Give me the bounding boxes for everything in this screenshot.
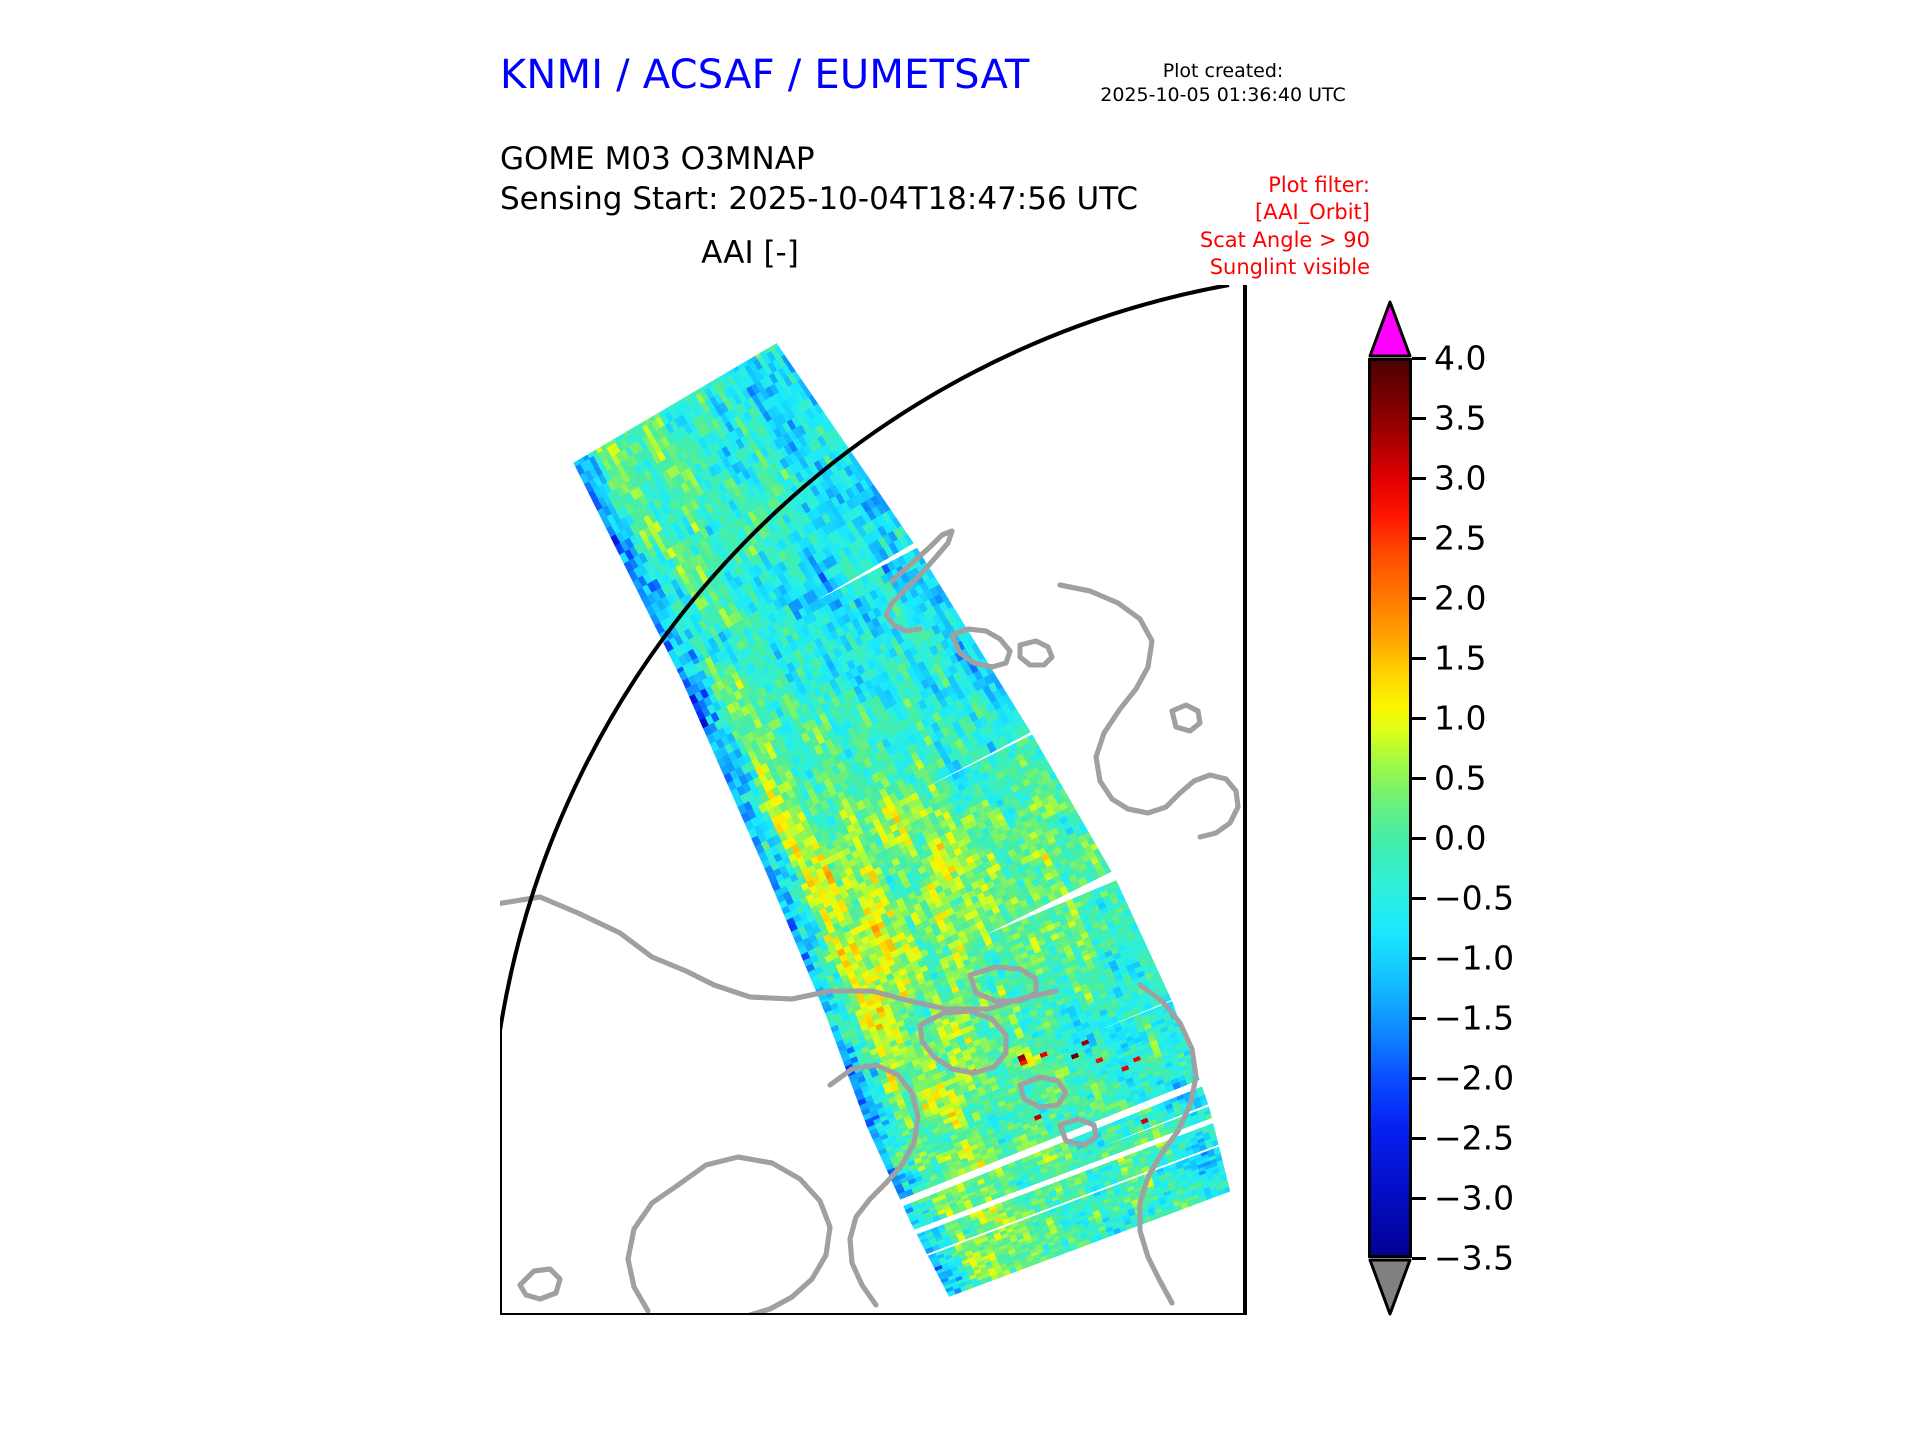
coastline-path [1169,702,1203,734]
coastline-path [1137,982,1199,1306]
plot-created-label: Plot created: [1162,60,1284,82]
coastline-path [625,1182,681,1314]
coastline-path [1057,582,1183,816]
colorbar-tick-mark [1412,656,1426,660]
sensing-start-title: Sensing Start: 2025-10-04T18:47:56 UTC [500,180,1138,217]
map-boundary [500,285,1247,1315]
coastline-path [747,1294,795,1315]
coastline-path [1017,1074,1069,1110]
plot-filter-sunglint: Sunglint visible [1209,254,1370,279]
colorbar-tick-label: 0.0 [1434,818,1487,858]
colorbar-tick-mark [1412,416,1426,420]
coastline-path [883,528,955,634]
coastline-path [675,1154,833,1300]
colorbar-tick-label: −0.5 [1434,878,1515,918]
colorbar-tick-mark [1412,356,1426,360]
colorbar-tick-mark [1412,836,1426,840]
colorbar-tick-mark [1412,536,1426,540]
instrument-title: GOME M03 O3MNAP [500,141,815,177]
colorbar-tick-label: 3.5 [1434,398,1487,438]
map-panel [500,285,1355,1315]
coastline-path [1017,638,1055,668]
colorbar-tick-mark [1412,776,1426,780]
colorbar-tick-label: −3.5 [1434,1238,1515,1278]
colorbar-gradient [1371,361,1409,1255]
colorbar-tick-mark [1412,896,1426,900]
plot-created-block: Plot created: 2025-10-05 01:36:40 UTC [1078,60,1368,108]
colorbar-tick-label: 1.0 [1434,698,1487,738]
colorbar: 4.0 3.5 3.0 2.5 2.0 1.5 1.0 0.5 0.0 −0.5 −1.0 −1.5 −… [1368,300,1514,1316]
coastline-path [827,1062,921,1308]
map-canvas [500,285,1247,1315]
plot-filter-product: [AAI_Orbit] [1255,200,1370,225]
coastline-path [949,626,1013,670]
colorbar-tick-mark [1412,956,1426,960]
colorbar-tick-label: −2.0 [1434,1058,1515,1098]
colorbar-tick-label: 0.5 [1434,758,1487,798]
colorbar-tick-mark [1412,1016,1426,1020]
colorbar-tick-label: 2.0 [1434,578,1487,618]
coastline-path [675,1154,833,1300]
plot-created-timestamp: 2025-10-05 01:36:40 UTC [1100,83,1346,106]
colorbar-tick-label: 3.0 [1434,458,1487,498]
colorbar-tick-label: 2.5 [1434,518,1487,558]
colorbar-tick-mark [1412,596,1426,600]
colorbar-ticks: 4.0 3.5 3.0 2.5 2.0 1.5 1.0 0.5 0.0 −0.5 −1.0 −1.5 −… [1368,300,1628,1300]
satellite-swath [573,343,1231,1298]
colorbar-tick-mark [1412,476,1426,480]
colorbar-over-arrow [1368,300,1412,358]
coastline-path [917,1008,1009,1076]
colorbar-tick-mark [1412,1136,1426,1140]
coastline-path [967,964,1039,1004]
colorbar-under-arrow [1368,1258,1412,1316]
coastline-path [1057,582,1183,816]
colorbar-tick-label: −3.0 [1434,1178,1515,1218]
plot-filter-scat-angle: Scat Angle > 90 [1199,227,1370,252]
colorbar-gradient-body [1368,358,1412,1258]
coastline-path [1057,1116,1099,1148]
coastline-path [517,1266,563,1302]
colorbar-tick-label: 4.0 [1434,338,1487,378]
title-block: GOME M03 O3MNAP Sensing Start: 2025-10-0… [500,140,1138,219]
colorbar-tick-label: −1.0 [1434,938,1515,978]
colorbar-tick-label: −2.5 [1434,1118,1515,1158]
colorbar-tick-label: −1.5 [1434,998,1515,1038]
plot-filter-label: Plot filter: [1268,173,1370,197]
colorbar-tick-mark [1412,1196,1426,1200]
coastline-path [1177,772,1241,840]
colorbar-tick-mark [1412,716,1426,720]
coastline-overlay [500,528,1241,1315]
colorbar-tick-label: 1.5 [1434,638,1487,678]
colorbar-tick-mark [1412,1076,1426,1080]
variable-title: AAI [-] [701,235,799,271]
colorbar-tick-mark [1412,1256,1426,1260]
organisation-title: KNMI / ACSAF / EUMETSAT [500,52,1030,98]
plot-filter-block: Plot filter: [AAI_Orbit] Scat Angle > 90… [1105,172,1370,281]
